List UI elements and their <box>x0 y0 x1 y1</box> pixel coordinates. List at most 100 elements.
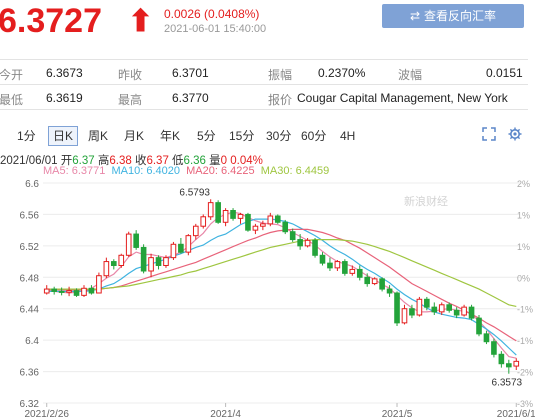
candle-body <box>401 308 408 324</box>
candle-body <box>170 243 177 259</box>
info-vol: 0 <box>220 155 228 167</box>
swap-icon: ⇄ <box>409 9 421 23</box>
candle-body <box>319 254 326 264</box>
candle-body <box>513 360 520 367</box>
candle-body <box>252 225 259 231</box>
candle-body <box>110 261 117 267</box>
high-label: 最高 <box>118 93 143 107</box>
candle-body <box>163 257 169 266</box>
candle-body <box>66 290 72 293</box>
tab-15min[interactable]: 15分 <box>229 129 255 143</box>
x-tick-label: 2021/5 <box>382 409 413 420</box>
candle-body <box>185 235 192 253</box>
candle-body <box>386 288 393 294</box>
candle-body <box>297 239 303 247</box>
up-arrow-icon: ⬆ <box>128 5 154 38</box>
ma-line-ma5 <box>46 211 517 359</box>
info-low: 6.36 <box>183 155 206 167</box>
right-tick-label: -2% <box>517 368 533 378</box>
prev-close-label: 昨收 <box>118 68 143 82</box>
tab-1min[interactable]: 1分 <box>17 129 36 143</box>
candle-body <box>96 275 102 294</box>
settings-icon[interactable] <box>508 127 522 141</box>
candle-body <box>438 304 445 313</box>
candle-body <box>274 215 281 223</box>
ma-legend: MA5: 6.3771 MA10: 6.4020 MA20: 6.4225 MA… <box>43 165 329 177</box>
open-label: 今开 <box>0 68 24 82</box>
right-tick-label: 0% <box>517 273 530 283</box>
candle-body <box>394 292 400 324</box>
ma10-label: MA10: 6.4020 <box>111 165 181 177</box>
tab-4h[interactable]: 4H <box>340 129 356 143</box>
reverse-rate-button[interactable]: ⇄ 查看反向汇率 <box>382 4 524 28</box>
candle-body <box>304 239 311 247</box>
candle-body <box>483 333 490 343</box>
x-tick-label: 2021/6/1 <box>497 409 535 420</box>
candle-body <box>215 202 221 223</box>
tab-weekly-k[interactable]: 周K <box>88 129 109 143</box>
tab-yearly-k[interactable]: 年K <box>160 129 181 143</box>
candle-body <box>140 246 147 272</box>
candle-body <box>230 210 236 219</box>
period-tabs: 1分 日K 周K 月K 年K 5分 15分 30分 60分 4H <box>0 124 535 150</box>
info-pct: 0.04% <box>230 155 263 167</box>
prev-close-value: 6.3701 <box>172 66 209 80</box>
candle-body <box>282 221 289 233</box>
candle-body <box>431 306 438 313</box>
reverse-rate-label: 查看反向汇率 <box>424 9 497 23</box>
candle-body <box>51 288 57 292</box>
fullscreen-icon[interactable] <box>482 127 496 141</box>
candle-body <box>379 278 385 290</box>
candle-body <box>260 223 266 227</box>
candle-body <box>267 215 274 225</box>
high-value: 6.3770 <box>172 91 209 105</box>
right-tick-label: -1% <box>517 305 533 315</box>
tab-daily-k[interactable]: 日K <box>48 126 79 146</box>
candle-body <box>453 309 460 316</box>
candle-body <box>334 261 341 269</box>
right-tick-label: -3% <box>517 399 533 409</box>
candle-body <box>207 202 214 218</box>
candle-body <box>148 257 154 272</box>
info-close-label: 收 <box>134 155 147 167</box>
tab-monthly-k[interactable]: 月K <box>124 129 145 143</box>
price-annotation: 6.5793 <box>179 187 210 198</box>
low-label: 最低 <box>0 93 24 107</box>
candle-body <box>245 213 251 231</box>
watermark: 新浪财经 <box>404 194 448 208</box>
candle-body <box>476 317 482 335</box>
candle-body <box>81 287 87 296</box>
info-vol-label: 量 <box>209 155 221 167</box>
info-high-label: 高 <box>97 155 110 167</box>
candle-body <box>409 308 415 316</box>
ma-line-ma10 <box>46 218 517 356</box>
candle-body <box>155 257 162 266</box>
update-time: 2021-06-01 15:40:00 <box>164 23 267 35</box>
y-tick-label: 6.4 <box>25 336 39 347</box>
y-tick-label: 6.48 <box>20 273 40 284</box>
ma5-label: MA5: 6.3771 <box>43 165 106 177</box>
candle-body <box>342 261 348 274</box>
candle-body <box>349 268 356 274</box>
right-tick-label: 2% <box>517 179 530 189</box>
tab-60min[interactable]: 60分 <box>301 129 327 143</box>
tab-5min[interactable]: 5分 <box>197 129 216 143</box>
range-value: 0.0151 <box>486 66 523 80</box>
candle-body <box>222 210 229 223</box>
right-tick-label: 1% <box>517 210 530 220</box>
ohlc-info: 2021/06/01 开6.37 高6.38 收6.37 低6.36 量0 0.… <box>0 152 263 168</box>
x-tick-label: 2021/2/26 <box>24 409 69 420</box>
candle-body <box>446 304 453 311</box>
candle-body <box>103 261 110 277</box>
candle-body <box>498 353 505 365</box>
tab-30min[interactable]: 30分 <box>266 129 292 143</box>
y-tick-label: 6.52 <box>20 242 40 253</box>
ma30-label: MA30: 6.4459 <box>260 165 330 177</box>
price-annotation: 6.3573 <box>492 378 523 389</box>
amplitude-label: 振幅 <box>268 68 293 82</box>
candle-body <box>237 213 244 219</box>
info-open-label: 开 <box>60 155 73 167</box>
ma-line-ma30 <box>46 239 517 307</box>
candle-body <box>43 288 50 294</box>
